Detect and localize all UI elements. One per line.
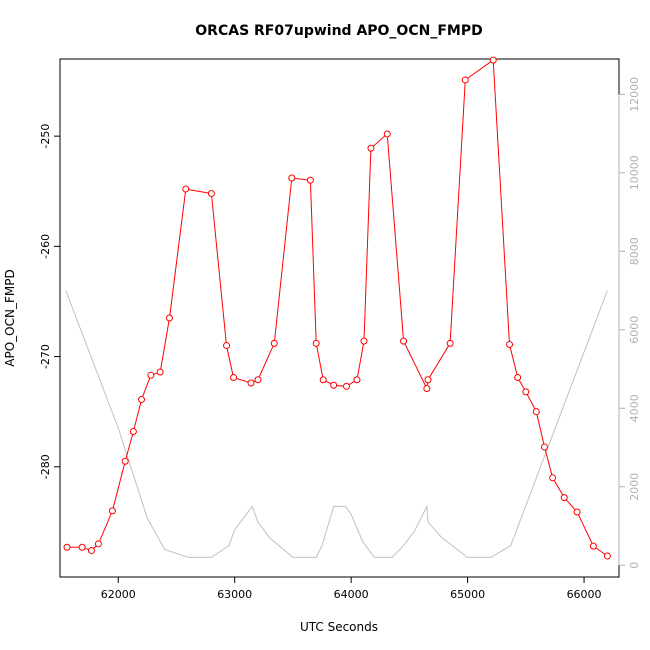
apo-line	[67, 59, 608, 557]
data-point	[589, 542, 597, 550]
y2-tick-label: 10000	[628, 155, 641, 190]
y2-tick-label: 12000	[628, 77, 641, 112]
x-tick-label: 63000	[217, 588, 252, 601]
y-tick-label: -250	[39, 124, 52, 149]
data-point	[367, 144, 375, 152]
data-point	[400, 337, 408, 345]
data-point	[182, 185, 190, 193]
data-point	[522, 388, 530, 396]
data-point	[423, 385, 431, 393]
x-tick-label: 65000	[450, 588, 485, 601]
data-point	[63, 543, 71, 551]
y2-tick-label: 4000	[628, 394, 641, 422]
y2-tick-label: 0	[628, 562, 641, 569]
y-axis-right: 0 2000 4000 6000 8000 10000 12000	[618, 77, 641, 569]
data-point	[573, 508, 581, 516]
altitude-line	[65, 290, 608, 558]
data-point	[560, 494, 568, 502]
series-layer	[63, 56, 611, 560]
data-point	[147, 371, 155, 379]
data-point	[514, 374, 522, 382]
y2-tick-label: 6000	[628, 316, 641, 344]
data-point	[506, 340, 514, 348]
data-point	[306, 176, 314, 184]
data-point	[247, 379, 255, 387]
data-point	[223, 342, 231, 350]
data-point	[461, 76, 469, 84]
data-point	[78, 543, 86, 551]
data-point	[330, 381, 338, 389]
y-axis-label: APO_OCN_FMPD	[3, 269, 17, 366]
y2-tick-label: 2000	[628, 473, 641, 501]
data-point	[342, 382, 350, 390]
data-point	[312, 339, 320, 347]
data-point	[254, 376, 262, 384]
data-point	[165, 314, 173, 322]
data-point	[230, 374, 238, 382]
data-point	[156, 368, 164, 376]
data-point	[121, 457, 129, 465]
y-tick-label: -270	[39, 344, 52, 369]
data-point	[207, 189, 215, 197]
y2-tick-label: 8000	[628, 237, 641, 265]
chart-title: ORCAS RF07upwind APO_OCN_FMPD	[195, 23, 482, 39]
data-point	[383, 130, 391, 138]
x-tick-label: 62000	[101, 588, 136, 601]
data-point	[270, 339, 278, 347]
data-point	[489, 56, 497, 64]
data-point	[94, 540, 102, 548]
data-point	[353, 376, 361, 384]
x-tick-label: 66000	[567, 588, 602, 601]
plot-frame	[59, 58, 620, 578]
data-point	[360, 337, 368, 345]
data-point	[138, 396, 146, 404]
data-point	[603, 552, 611, 560]
x-tick-label: 64000	[334, 588, 369, 601]
data-point	[288, 174, 296, 182]
data-point	[87, 547, 95, 555]
data-point	[532, 408, 540, 416]
data-point	[424, 376, 432, 384]
data-point	[108, 507, 116, 515]
data-point	[319, 376, 327, 384]
y-tick-label: -280	[39, 454, 52, 479]
data-point	[549, 474, 557, 482]
x-axis: 62000 63000 64000 65000 66000	[101, 576, 602, 601]
y-tick-label: -260	[39, 234, 52, 259]
data-point	[540, 443, 548, 451]
x-axis-label: UTC Seconds	[300, 620, 378, 634]
data-point	[129, 428, 137, 436]
data-point	[446, 339, 454, 347]
y-axis-left: -280 -270 -260 -250	[39, 124, 61, 479]
